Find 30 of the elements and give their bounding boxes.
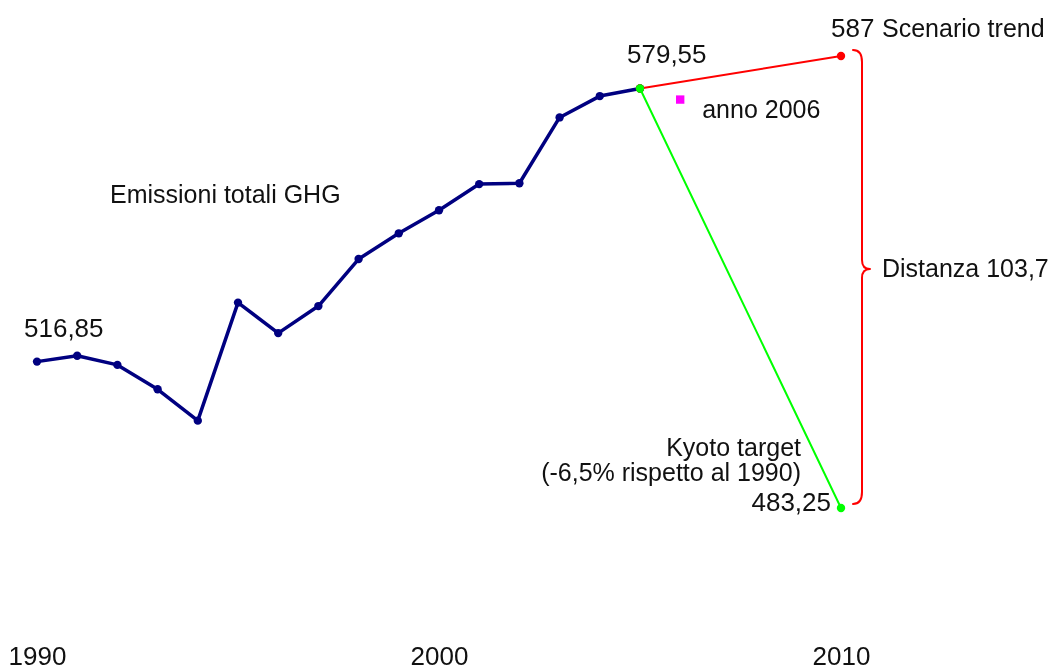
point [73, 351, 82, 360]
point [274, 328, 283, 338]
x-tick-label: 2010 [812, 640, 871, 667]
point [434, 206, 444, 215]
point [233, 298, 243, 307]
point [314, 301, 323, 311]
point [32, 357, 42, 366]
point [676, 95, 685, 104]
point [595, 91, 604, 101]
point [475, 179, 484, 189]
data-label: 516,85 [24, 312, 104, 343]
point [515, 179, 524, 188]
x-tick-label: 2000 [410, 640, 469, 667]
data-label: 483,25 [751, 487, 831, 517]
point [153, 385, 162, 394]
text: Distanza 103,7 [882, 254, 1049, 282]
data-label: 587 [831, 13, 875, 43]
series-label: Kyoto target (-6,5% rispetto al 1990) [541, 433, 802, 486]
x-tick-label: 1990 [8, 640, 67, 667]
point [394, 229, 403, 238]
point [836, 503, 846, 513]
series-label: anno 2006 [702, 94, 821, 123]
data-label: 579,55 [627, 39, 707, 70]
point [555, 113, 564, 122]
point [193, 416, 202, 425]
point [113, 360, 122, 370]
point [354, 254, 363, 264]
series-label: Scenario trend [882, 14, 1045, 42]
series-label: Emissioni totali GHG [110, 180, 341, 208]
point [836, 51, 846, 61]
